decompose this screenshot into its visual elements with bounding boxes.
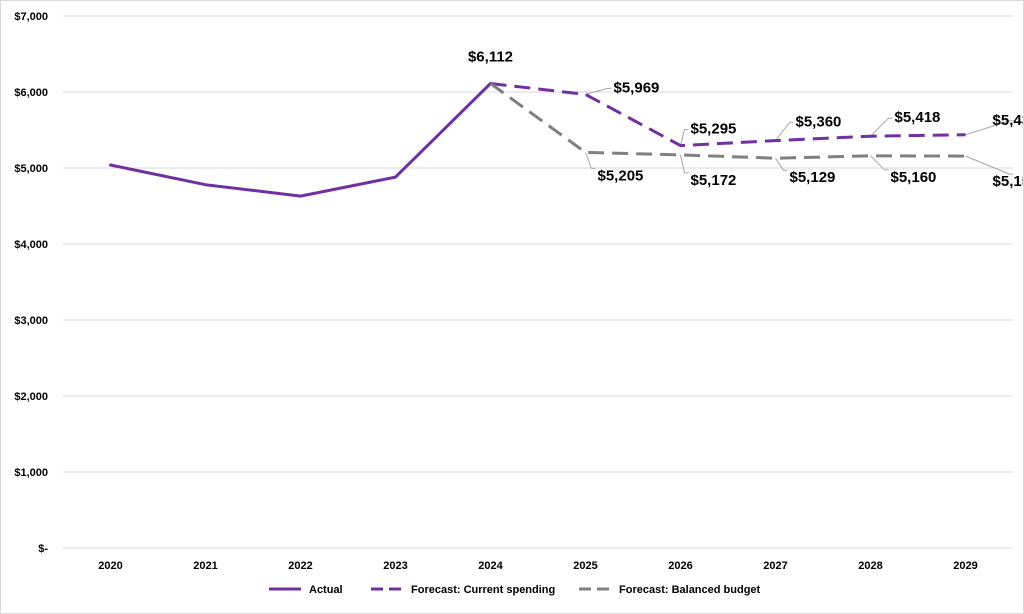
series-lines [109,82,966,198]
data-label: $5,172 [691,172,737,189]
data-label-leader [585,87,612,95]
series-line [109,82,492,198]
x-tick-label: 2020 [98,560,122,572]
data-label: $6,112 [468,48,513,65]
legend-label: Actual [309,584,343,596]
x-tick-label: 2026 [668,560,692,572]
data-label: $5,969 [614,79,660,96]
x-axis: 2020 2021 2022 2023 2024 2025 2026 2027 2028 2029 [98,560,977,572]
x-tick-label: 2029 [953,560,977,572]
y-tick-label: $2,000 [14,391,48,403]
x-tick-label: 2025 [573,560,597,572]
data-label-leader [965,120,1014,136]
legend-label: Forecast: Current spending [411,584,555,596]
x-tick-label: 2024 [478,560,503,572]
data-label-leader [775,122,794,141]
y-tick-label: $5,000 [14,163,48,175]
y-tick-label: $6,000 [14,87,48,99]
label-leader-lines [585,87,1014,175]
data-label-leader [775,157,788,171]
data-label-leader [680,154,689,174]
data-label-leader [680,129,689,146]
x-tick-label: 2021 [193,560,217,572]
y-tick-label: $1,000 [14,467,48,479]
data-labels: $6,112 $5,969 $5,295 $5,360 $5,418 $5,437 $5,2… [468,48,1023,190]
legend: Actual Forecast: Current spending Forecast… [269,584,761,596]
data-label-leader [870,155,889,171]
x-tick-label: 2027 [763,560,787,572]
x-tick-label: 2023 [383,560,407,572]
x-tick-label: 2022 [288,560,312,572]
data-label: $5,205 [598,167,644,184]
legend-label: Forecast: Balanced budget [619,584,761,596]
y-tick-label: $7,000 [14,11,48,23]
data-label: $5,360 [796,114,842,131]
y-axis: $- $1,000 $2,000 $3,000 $4,000 $5,000 $6,000 $7… [14,11,48,555]
gridlines [63,15,1013,549]
data-label: $5,160 [891,169,937,186]
data-label: $5,157 [993,173,1023,190]
x-tick-label: 2028 [858,560,882,572]
y-tick-label: $3,000 [14,315,48,327]
y-tick-label: $4,000 [14,239,48,251]
series-line [490,82,966,148]
data-label: $5,418 [895,109,941,126]
data-label: $5,129 [790,169,836,186]
data-label: $5,295 [691,121,737,138]
data-label: $5,437 [993,112,1023,129]
y-tick-label: $- [38,543,48,555]
series-line [489,82,966,160]
data-label-leader [585,152,596,169]
data-label-leader [870,117,893,137]
data-label-leader [965,155,1014,175]
